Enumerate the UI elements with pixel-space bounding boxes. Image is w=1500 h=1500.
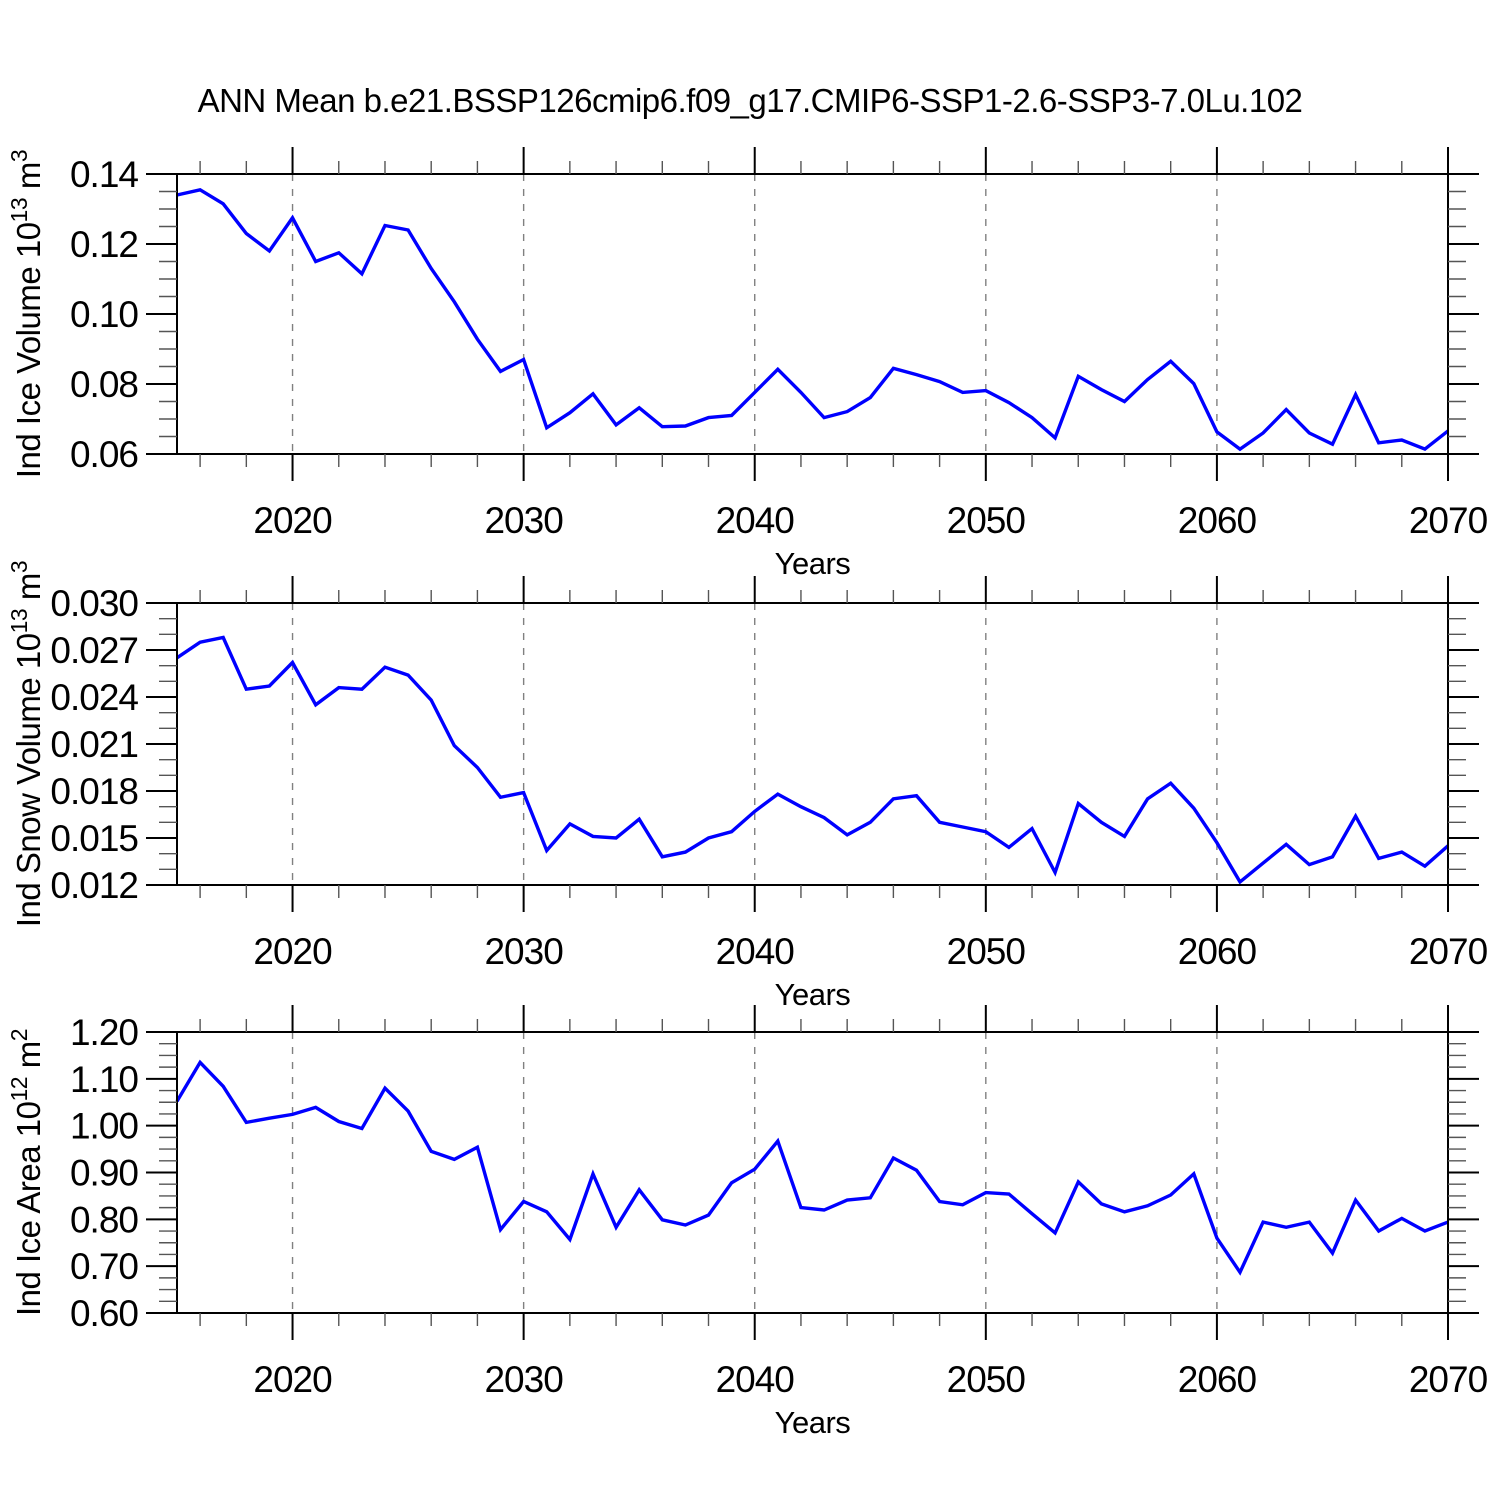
- y-tick-label: 0.027: [50, 630, 138, 671]
- y-tick-label: 0.021: [50, 724, 138, 765]
- x-tick-label: 2030: [484, 931, 563, 972]
- x-tick-label: 2060: [1178, 931, 1257, 972]
- chart-ice-area: 2020 2030 2040 2050 2060 2070 0.60 0.70 0.80 0.90…: [6, 1005, 1489, 1440]
- x-tick-label: 2040: [716, 500, 795, 541]
- y-tick-label: 0.14: [70, 154, 138, 195]
- y-tick-label: 0.024: [50, 677, 138, 718]
- y-tick-label: 0.70: [70, 1246, 138, 1287]
- x-axis-title: Years: [775, 977, 851, 1012]
- x-tick-label: 2060: [1178, 1359, 1257, 1400]
- x-tick-label: 2020: [253, 931, 332, 972]
- y-tick-label: 0.60: [70, 1293, 138, 1334]
- y-tick-label: 1.10: [70, 1059, 138, 1100]
- x-tick-label: 2040: [716, 1359, 795, 1400]
- chart-snow-volume: 2020 2030 2040 2050 2060 2070 0.012 0.015 0.018 0…: [6, 561, 1489, 1012]
- plot-box: [176, 602, 1449, 886]
- y-tick-label: 0.12: [70, 224, 138, 265]
- x-tick-label: 2070: [1409, 931, 1488, 972]
- x-tick-label: 2020: [253, 500, 332, 541]
- y-tick-label: 0.012: [50, 865, 138, 906]
- x-tick-label: 2030: [484, 1359, 563, 1400]
- x-tick-label: 2040: [716, 931, 795, 972]
- y-axis-title: Ind Ice Area 1012 m2: [6, 1029, 47, 1316]
- figure-title: ANN Mean b.e21.BSSP126cmip6.f09_g17.CMIP…: [198, 82, 1303, 119]
- y-tick-label: 0.90: [70, 1153, 138, 1194]
- x-axis-title: Years: [775, 546, 851, 581]
- x-tick-label: 2030: [484, 500, 563, 541]
- chart-ice-volume: 2020 2030 2040 2050 2060 2070 0.06 0.08 0.10 0.12…: [6, 147, 1489, 581]
- y-tick-label: 1.20: [70, 1012, 138, 1053]
- data-line: [176, 635, 1450, 885]
- y-tick-label: 1.00: [70, 1106, 138, 1147]
- y-axis-title: Ind Snow Volume 1013 m3: [6, 561, 47, 927]
- y-tick-label: 0.06: [70, 434, 138, 475]
- plot-box: [176, 1031, 1449, 1314]
- y-tick-label: 0.10: [70, 294, 138, 335]
- y-tick-label: 0.018: [50, 771, 138, 812]
- x-tick-label: 2070: [1409, 500, 1488, 541]
- data-line: [176, 187, 1450, 452]
- y-tick-label: 0.015: [50, 818, 138, 859]
- x-axis-title: Years: [775, 1405, 851, 1440]
- x-tick-label: 2050: [947, 1359, 1026, 1400]
- x-tick-label: 2020: [253, 1359, 332, 1400]
- y-tick-label: 0.08: [70, 364, 138, 405]
- x-tick-label: 2060: [1178, 500, 1257, 541]
- y-tick-label: 0.030: [50, 583, 138, 624]
- plot-box: [176, 173, 1449, 455]
- y-tick-label: 0.80: [70, 1199, 138, 1240]
- x-tick-label: 2070: [1409, 1359, 1488, 1400]
- x-tick-label: 2050: [947, 500, 1026, 541]
- data-line: [175, 1059, 1449, 1276]
- x-tick-label: 2050: [947, 931, 1026, 972]
- y-axis-title: Ind Ice Volume 1013 m3: [6, 150, 47, 478]
